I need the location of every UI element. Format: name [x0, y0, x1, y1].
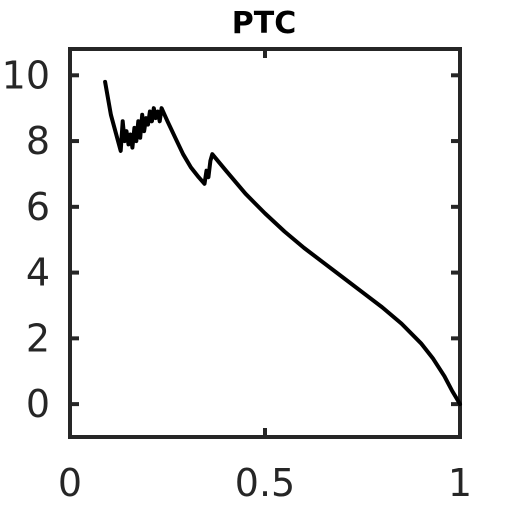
x-tick-label: 0.5: [235, 461, 295, 505]
axes-frame: [68, 47, 462, 439]
x-tick-label: 1: [448, 461, 472, 505]
y-tick-label: 2: [26, 316, 50, 360]
chart-title: PTC: [232, 6, 296, 41]
series-line: [103, 79, 462, 407]
y-tick-label: 6: [26, 185, 50, 229]
x-axis: 0 0.5 1: [58, 49, 472, 505]
y-tick-label: 8: [26, 119, 50, 163]
x-tick-label: 0: [58, 461, 82, 505]
y-tick-label: 10: [2, 53, 50, 97]
y-tick-label: 4: [26, 251, 50, 295]
y-tick-label: 0: [26, 382, 50, 426]
y-axis: 0 2 4 6 8 10: [2, 53, 460, 426]
